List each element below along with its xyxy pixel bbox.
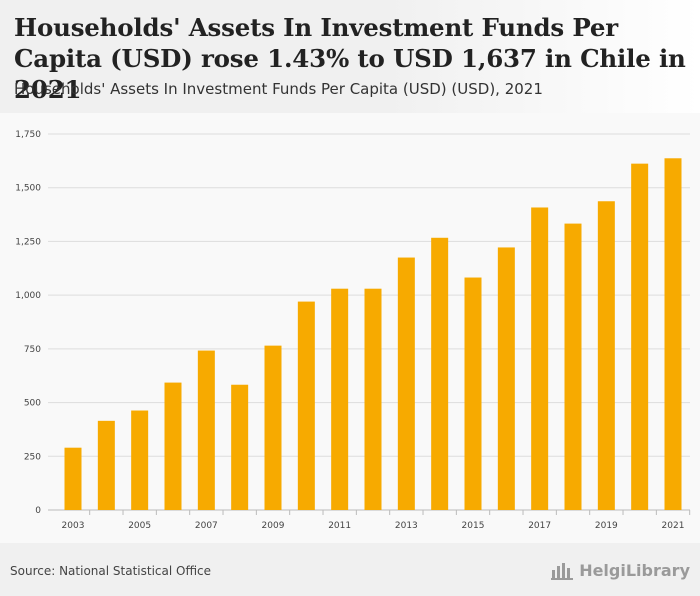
- y-tick-label: 1,000: [15, 291, 41, 301]
- chart-subtitle: Households' Assets In Investment Funds P…: [14, 80, 543, 98]
- bar-2007[interactable]: [197, 350, 215, 510]
- x-tick-label: 2005: [128, 521, 151, 531]
- x-tick-label: 2013: [395, 521, 418, 531]
- y-tick-label: 1,250: [15, 237, 41, 247]
- bar-2008[interactable]: [231, 384, 249, 510]
- bar-2015[interactable]: [464, 277, 482, 510]
- x-tick-label: 2017: [528, 521, 551, 531]
- y-tick-label: 750: [24, 345, 41, 355]
- y-tick-label: 1,750: [15, 130, 41, 140]
- bar-2009[interactable]: [264, 345, 282, 510]
- bar-2019[interactable]: [597, 201, 615, 510]
- y-tick-label: 0: [35, 506, 41, 516]
- bar-2005[interactable]: [131, 410, 149, 510]
- x-tick-label: 2021: [662, 521, 685, 531]
- bar-2010[interactable]: [297, 301, 315, 510]
- x-tick-label: 2015: [462, 521, 485, 531]
- bar-chart: 0 250 500 750 1,000 1,250 1,500 1,750 2003 2005 20…: [15, 130, 691, 531]
- bar-2011[interactable]: [331, 288, 349, 510]
- bar-2013[interactable]: [397, 257, 415, 510]
- page-title: Households' Assets In Investment Funds P…: [14, 13, 686, 104]
- bar-2018[interactable]: [564, 223, 582, 510]
- bar-2017[interactable]: [531, 207, 549, 510]
- x-tick-label: 2009: [262, 521, 285, 531]
- y-tick-label: 500: [24, 399, 41, 409]
- bar-2020[interactable]: [631, 163, 649, 511]
- bar-2014[interactable]: [431, 237, 449, 510]
- logo-text: HelgiLibrary: [579, 561, 690, 580]
- source-label: Source: National Statistical Office: [10, 564, 212, 578]
- helgilibrary-logo[interactable]: HelgiLibrary: [551, 561, 690, 580]
- library-icon: [551, 562, 574, 580]
- chart-area: 0 250 500 750 1,000 1,250 1,500 1,750 2003 2005 20…: [0, 113, 700, 543]
- bar-2006[interactable]: [164, 382, 182, 510]
- bar-2003[interactable]: [64, 447, 82, 510]
- y-tick-label: 250: [24, 452, 41, 462]
- header: Households' Assets In Investment Funds P…: [0, 0, 700, 113]
- bar-2021[interactable]: [664, 158, 682, 510]
- x-tick-label: 2019: [595, 521, 618, 531]
- footer: Source: National Statistical Office Helg…: [0, 543, 700, 596]
- x-tick-label: 2011: [328, 521, 351, 531]
- y-tick-label: 1,500: [15, 184, 41, 194]
- bar-2016[interactable]: [497, 247, 515, 510]
- bar-2012[interactable]: [364, 288, 382, 510]
- x-tick-label: 2003: [62, 521, 85, 531]
- bar-2004[interactable]: [97, 420, 115, 510]
- x-tick-label: 2007: [195, 521, 218, 531]
